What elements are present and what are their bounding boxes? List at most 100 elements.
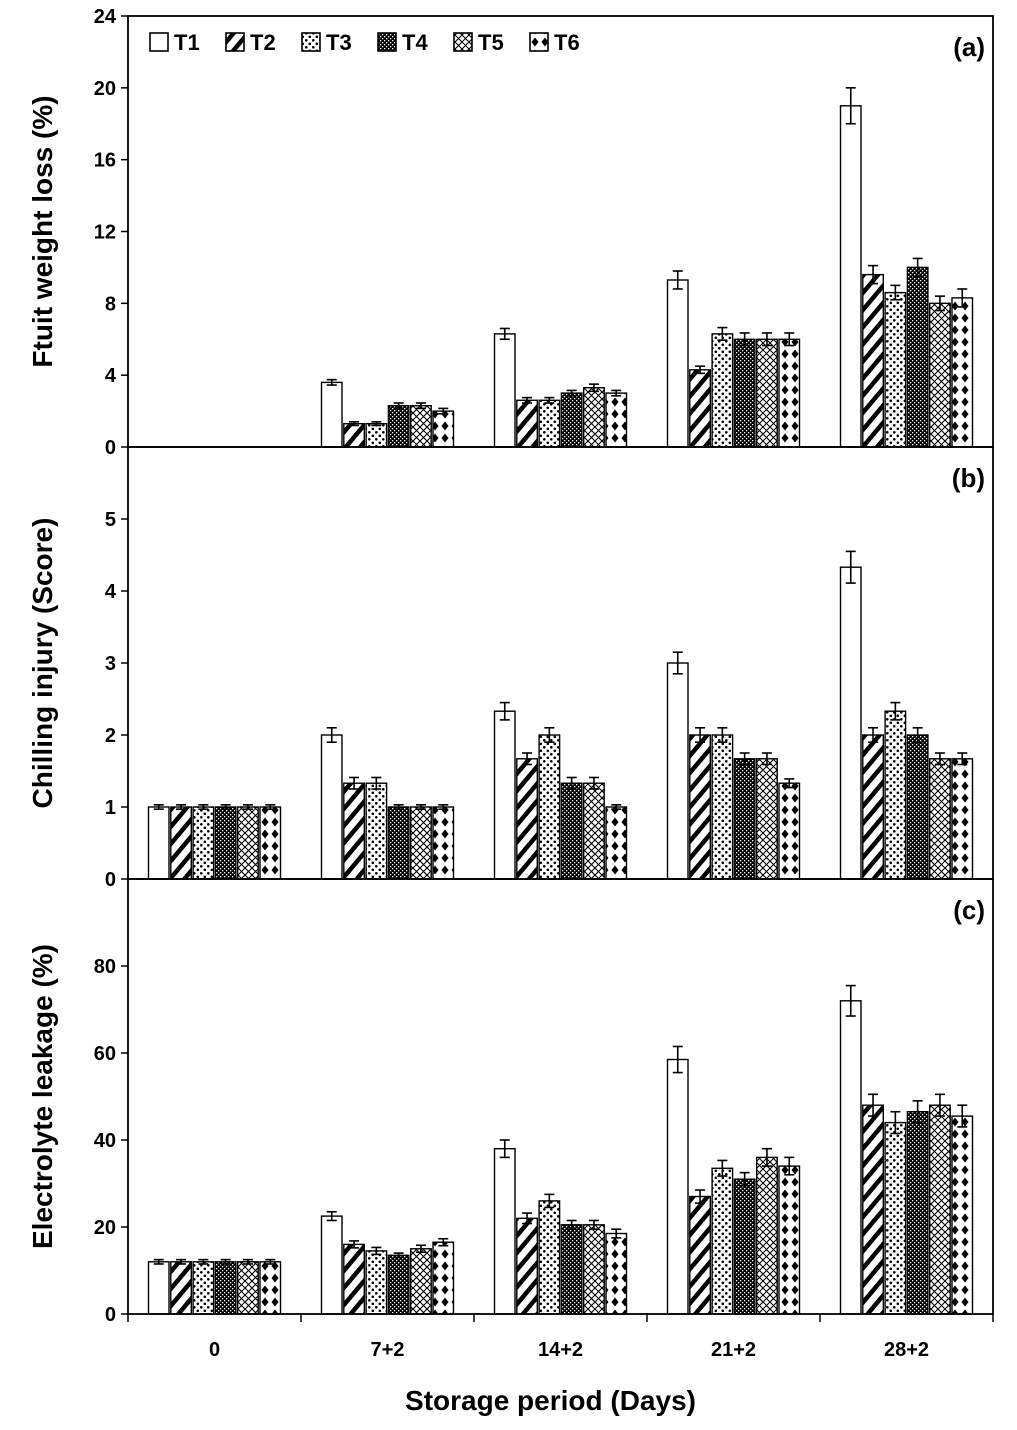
y-tick-label: 0 <box>105 869 116 891</box>
error-bar-T3-21+2 <box>717 726 728 744</box>
bar-T5-7+2 <box>410 806 432 880</box>
error-bar-T3-7+2 <box>371 421 382 427</box>
error-bar-T3-0 <box>198 1258 209 1265</box>
error-bar-T6-7+2 <box>438 1237 449 1247</box>
bar-T3-21+2 <box>711 734 734 880</box>
error-bar-T6-14+2 <box>611 1228 622 1239</box>
error-bar-T3-14+2 <box>544 396 555 404</box>
error-bar-T4-0 <box>220 1258 231 1265</box>
error-bar-T2-21+2 <box>695 365 706 375</box>
legend-item-T5: T5 <box>453 30 504 55</box>
bar-T5-21+2 <box>756 758 778 880</box>
bar-T5-0 <box>236 1261 259 1315</box>
bar-T4-28+2 <box>906 734 929 880</box>
y-axis-title: Electrolyte leakage (%) <box>27 944 58 1249</box>
bar-T5-28+2 <box>929 1104 951 1315</box>
bar-T3-28+2 <box>884 1121 907 1315</box>
error-bar-T4-21+2 <box>739 752 750 766</box>
bar-T3-14+2 <box>538 399 561 448</box>
bar-T5-28+2 <box>929 302 951 448</box>
bar-T6-21+2 <box>778 338 801 448</box>
error-bar-T2-0 <box>176 1258 187 1265</box>
y-tick-label: 20 <box>94 1217 116 1239</box>
error-bar-T4-28+2 <box>912 1100 923 1124</box>
bar-T1-28+2 <box>839 105 862 448</box>
bar-T6-0 <box>259 806 282 880</box>
error-bar-T3-14+2 <box>544 726 555 744</box>
bar-T2-14+2 <box>516 1217 538 1315</box>
error-bar-T5-28+2 <box>934 752 945 766</box>
bar-T2-14+2 <box>516 399 538 448</box>
x-tick-label: 14+2 <box>538 1339 583 1361</box>
bar-T3-0 <box>192 1261 215 1315</box>
error-bar-T1-21+2 <box>672 270 683 290</box>
bar-T6-14+2 <box>605 392 628 448</box>
y-tick-label: 1 <box>105 797 116 819</box>
bar-T4-28+2 <box>906 1110 929 1315</box>
error-bar-T2-28+2 <box>868 264 879 285</box>
bar-T1-0 <box>147 1261 170 1315</box>
panel-1: 0 4 8 12 16 20 24 (a) Ftuit weight loss (%) <box>27 6 994 459</box>
error-bar-T5-21+2 <box>761 332 772 347</box>
error-bar-T6-7+2 <box>438 804 449 810</box>
bar-T6-21+2 <box>778 1165 801 1315</box>
bar-T2-21+2 <box>689 1195 711 1315</box>
bar-T1-7+2 <box>320 1215 343 1315</box>
y-tick-label: 3 <box>105 653 116 675</box>
error-bar-T2-21+2 <box>695 1189 706 1204</box>
y-tick-label: 0 <box>105 1304 116 1326</box>
error-bar-T1-0 <box>153 1258 164 1265</box>
error-bar-T2-14+2 <box>522 1212 533 1225</box>
bar-T6-28+2 <box>951 1115 974 1315</box>
error-bar-T3-21+2 <box>717 1159 728 1177</box>
bar-T1-7+2 <box>320 381 343 448</box>
bar-T2-21+2 <box>689 369 711 448</box>
error-bar-T3-0 <box>198 804 209 810</box>
bar-T4-14+2 <box>560 1224 583 1315</box>
legend-label: T6 <box>554 30 580 55</box>
y-axis-title: Chilling injury (Score) <box>27 518 58 809</box>
error-bar-T2-21+2 <box>695 726 706 744</box>
legend-item-T1: T1 <box>149 30 200 55</box>
error-bar-T5-28+2 <box>934 1093 945 1117</box>
error-bar-T2-7+2 <box>349 776 360 790</box>
y-tick-label: 80 <box>94 956 116 978</box>
bar-T3-14+2 <box>538 1200 561 1315</box>
bar-T3-7+2 <box>365 423 388 448</box>
bar-T5-28+2 <box>929 758 951 880</box>
error-bar-T6-28+2 <box>957 752 968 766</box>
error-bar-T1-28+2 <box>845 87 856 125</box>
y-tick-label: 8 <box>105 293 116 315</box>
bar-T4-14+2 <box>560 392 583 448</box>
error-bar-T3-7+2 <box>371 1246 382 1256</box>
bar-T2-21+2 <box>689 734 711 880</box>
error-bar-T6-28+2 <box>957 1104 968 1128</box>
error-bar-T4-14+2 <box>566 389 577 397</box>
error-bar-T1-7+2 <box>326 378 337 386</box>
bar-T6-0 <box>259 1261 282 1315</box>
bar-T6-14+2 <box>605 806 628 880</box>
y-tick-label: 16 <box>94 150 116 172</box>
x-axis: 0 7+2 14+2 21+2 28+2 Storage period (Days) <box>127 1314 994 1416</box>
error-bar-T5-0 <box>242 804 253 810</box>
bar-T5-14+2 <box>583 782 605 880</box>
error-bar-T2-0 <box>176 804 187 810</box>
bar-T1-21+2 <box>666 662 689 880</box>
error-bar-T6-0 <box>265 1258 276 1265</box>
error-bar-T5-14+2 <box>588 776 599 790</box>
bar-T2-7+2 <box>343 1243 365 1315</box>
error-bar-T2-7+2 <box>349 421 360 427</box>
error-bar-T2-28+2 <box>868 726 879 744</box>
y-tick-label: 20 <box>94 78 116 100</box>
bar-T1-28+2 <box>839 1000 862 1315</box>
legend-label: T1 <box>174 30 200 55</box>
x-tick-label: 7+2 <box>371 1339 405 1361</box>
legend-item-T4: T4 <box>377 30 428 55</box>
legend-label: T3 <box>326 30 352 55</box>
bar-T4-7+2 <box>387 405 410 448</box>
bar-T4-7+2 <box>387 1254 410 1315</box>
error-bar-T2-14+2 <box>522 752 533 766</box>
error-bar-T5-7+2 <box>415 804 426 810</box>
bar-T1-0 <box>147 806 170 880</box>
bar-T5-21+2 <box>756 1156 778 1315</box>
